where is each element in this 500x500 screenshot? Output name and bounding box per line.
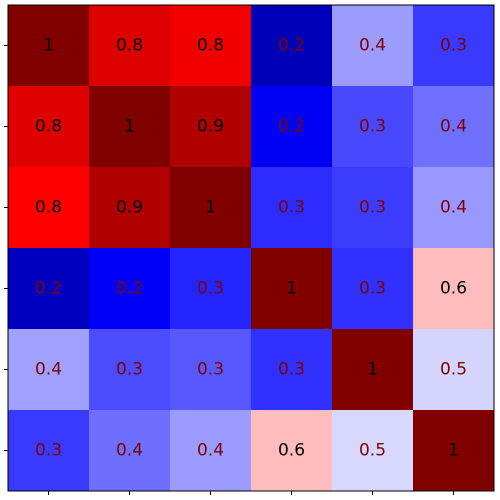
cell-label: 0.9 [197, 117, 224, 137]
cell-label: 0.2 [278, 36, 305, 56]
cell-label: 0.2 [116, 279, 143, 299]
cell-label: 0.3 [197, 360, 224, 380]
heatmap-cell [89, 248, 171, 330]
plot-frame [7, 4, 495, 492]
heatmap-cell [413, 410, 495, 492]
heatmap-cell [170, 5, 252, 87]
cell-label: 0.4 [197, 441, 224, 461]
heatmap-cell [8, 329, 90, 411]
cell-label: 0.2 [278, 117, 305, 137]
heatmap-cell [170, 410, 252, 492]
heatmap-cell [89, 410, 171, 492]
heatmap-cell [89, 86, 171, 168]
cell-label: 0.4 [116, 441, 143, 461]
cell-label: 0.6 [440, 279, 467, 299]
heatmap-cell [89, 167, 171, 249]
heatmap-cell [8, 410, 90, 492]
cell-label: 1 [286, 279, 297, 299]
cell-label: 0.8 [197, 36, 224, 56]
cell-label: 0.3 [359, 198, 386, 218]
heatmap-cell [89, 5, 171, 87]
heatmap-cell [413, 248, 495, 330]
heatmap-cell [332, 410, 414, 492]
heatmap-cell [332, 329, 414, 411]
heatmap-cell [251, 329, 333, 411]
cell-label: 0.3 [278, 198, 305, 218]
heatmap-cell [332, 86, 414, 168]
cell-label: 0.8 [116, 36, 143, 56]
cell-label: 0.8 [35, 117, 62, 137]
heatmap-cell [332, 248, 414, 330]
heatmap-cell [332, 167, 414, 249]
cell-label: 0.4 [440, 117, 467, 137]
heatmap-cell [170, 329, 252, 411]
heatmap-cell [8, 5, 90, 87]
heatmap-cell [251, 167, 333, 249]
cell-label: 1 [205, 198, 216, 218]
heatmap-cell [170, 248, 252, 330]
heatmap-cell [251, 86, 333, 168]
heatmap-cell [251, 410, 333, 492]
cell-label: 0.3 [35, 441, 62, 461]
heatmap-cell [8, 86, 90, 168]
heatmap-cell [413, 167, 495, 249]
heatmap-cell [413, 86, 495, 168]
heatmap-cell [413, 329, 495, 411]
heatmap-cell [8, 248, 90, 330]
heatmap-cell [170, 167, 252, 249]
heatmap-cell [251, 248, 333, 330]
heatmap-cell [413, 5, 495, 87]
cell-label: 0.3 [197, 279, 224, 299]
heatmap-cell [8, 167, 90, 249]
cell-label: 0.2 [35, 279, 62, 299]
cell-label: 0.8 [35, 198, 62, 218]
cell-label: 0.3 [116, 360, 143, 380]
cell-label: 0.9 [116, 198, 143, 218]
cell-label: 0.3 [359, 117, 386, 137]
cell-label: 0.3 [440, 36, 467, 56]
heatmap-cell [251, 5, 333, 87]
cell-label: 1 [448, 441, 459, 461]
cell-label: 0.3 [359, 279, 386, 299]
cell-label: 0.5 [359, 441, 386, 461]
heatmap-cell [332, 5, 414, 87]
cell-label: 0.5 [440, 360, 467, 380]
cell-label: 0.3 [278, 360, 305, 380]
cell-label: 0.4 [359, 36, 386, 56]
cell-label: 0.6 [278, 441, 305, 461]
cell-label: 1 [367, 360, 378, 380]
cell-label: 1 [43, 36, 54, 56]
heatmap-cell [89, 329, 171, 411]
cell-label: 0.4 [440, 198, 467, 218]
heatmap-cell [170, 86, 252, 168]
cell-label: 1 [124, 117, 135, 137]
cell-label: 0.4 [35, 360, 62, 380]
